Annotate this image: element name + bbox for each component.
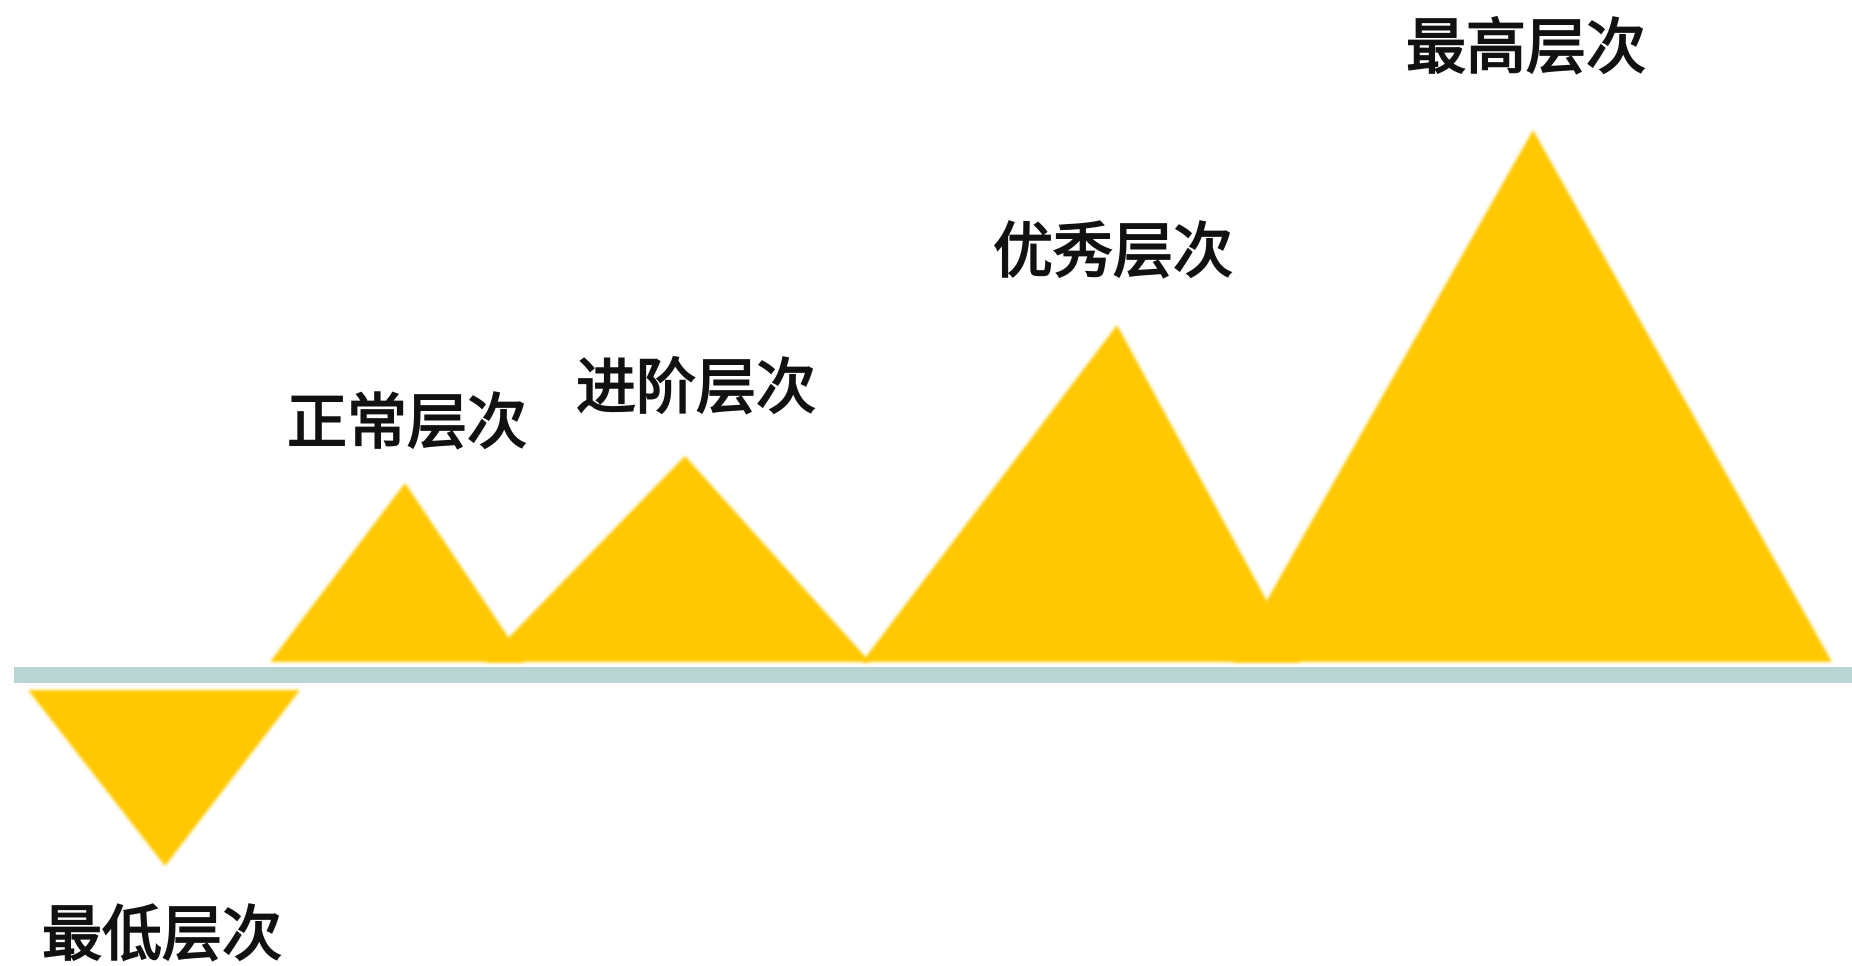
advanced-level-label: 进阶层次 (576, 353, 816, 423)
normal-level-triangle (270, 483, 525, 662)
highest-level-label: 最高层次 (1406, 13, 1646, 83)
advanced-level-triangle (485, 456, 870, 662)
excellent-level-triangle (862, 325, 1300, 662)
baseline (14, 667, 1852, 683)
highest-level-triangle (1232, 130, 1832, 662)
lowest-level-label: 最低层次 (42, 900, 282, 966)
lowest-level-triangle (28, 690, 300, 866)
excellent-level-label: 优秀层次 (993, 217, 1233, 287)
normal-level-label: 正常层次 (287, 388, 527, 458)
